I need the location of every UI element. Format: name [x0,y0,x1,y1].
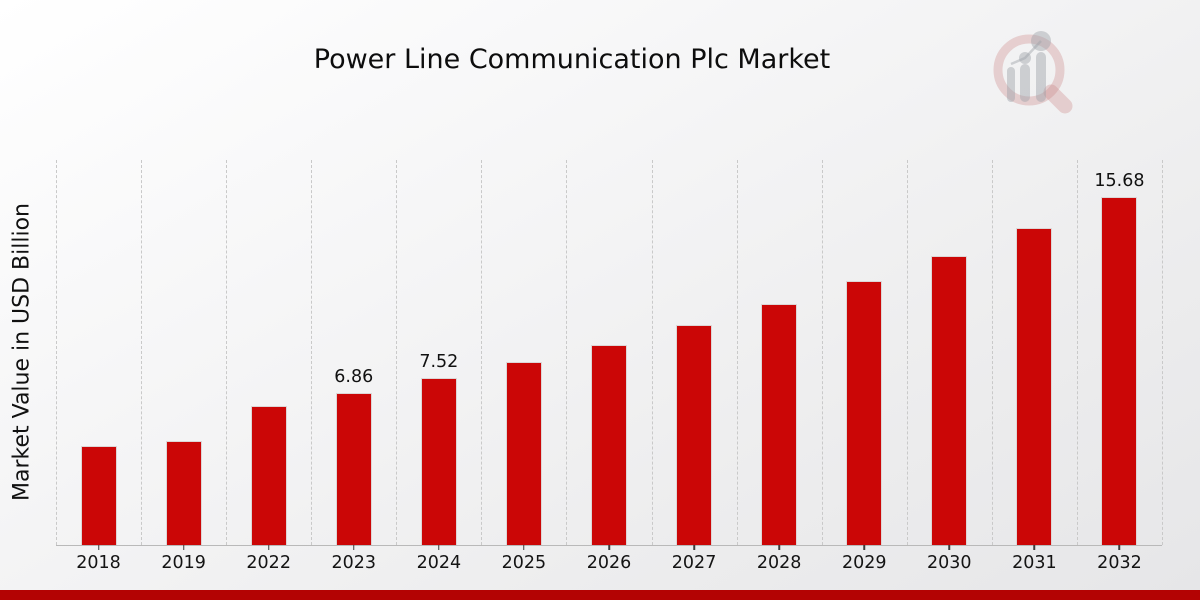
bar-2032 [1101,197,1138,545]
vertical-gridline [1162,160,1163,545]
bar-2019 [165,441,202,545]
category-slot [566,160,651,545]
bar-2028 [761,304,798,545]
vertical-gridline [991,160,993,545]
x-tick-label: 2023 [331,553,377,573]
x-tick-label: 2026 [586,553,632,573]
bar-2025 [505,362,542,545]
vertical-gridline [651,160,653,545]
vertical-gridline [821,160,823,545]
category-slot [822,160,907,545]
x-axis-tick [608,545,610,550]
x-tick-label: 2019 [161,553,206,573]
x-axis-tick [97,545,100,550]
category-slot [652,160,737,545]
category-slot [992,160,1077,545]
plot-area: 2018 2019 2022 2023 6.86 2024 7.52 2025 2026 2027… [56,160,1163,573]
category-slot [56,160,141,545]
x-tick-label: 2024 [416,553,462,573]
x-axis-tick [778,545,780,550]
x-axis-tick [267,545,270,550]
bar-2029 [846,280,883,545]
category-slot [737,160,822,545]
bar-value-label: 7.52 [419,352,459,373]
vertical-gridline [566,160,568,545]
chart-title: Power Line Communication Plc Market [313,44,831,75]
vertical-gridline [481,160,483,545]
vertical-gridline [1076,160,1078,545]
vertical-gridline [56,160,57,545]
bar-2026 [590,344,627,545]
vertical-gridline [141,160,143,545]
category-slot [141,160,226,545]
x-axis-tick [693,545,695,550]
x-axis-tick [863,545,865,550]
vertical-gridline [311,160,313,545]
x-tick-label: 2032 [1097,553,1142,573]
bar-2023 [335,392,372,545]
x-axis-tick [182,545,185,550]
x-tick-label: 2030 [927,553,972,573]
x-tick-label: 2022 [246,553,291,573]
bar-2030 [931,255,968,545]
category-slot: 15.68 [1077,160,1162,545]
x-axis-tick [948,545,951,550]
vertical-gridline [736,160,738,545]
vertical-gridline [906,160,908,545]
bar-2018 [80,446,117,545]
bar-value-label: 15.68 [1094,171,1145,192]
x-axis-tick [353,545,355,550]
vertical-gridline [396,160,398,545]
bar-2024 [420,378,457,545]
magnifier-bar-chart-logo-icon [993,31,1073,114]
x-tick-label: 2027 [671,553,717,573]
category-slot [226,160,311,545]
x-axis-tick [1118,545,1121,550]
bar-2031 [1016,227,1053,545]
x-tick-label: 2031 [1012,553,1057,573]
bar-value-label: 6.86 [334,366,374,387]
x-tick-label: 2029 [841,553,887,573]
y-axis-label: Market Value in USD Billion [9,202,35,502]
bar-2027 [676,325,713,545]
category-slot: 7.52 [396,160,481,545]
bar-2022 [250,406,287,545]
category-slot [907,160,992,545]
x-tick-label: 2018 [76,553,121,573]
x-axis-tick [438,545,440,550]
x-tick-label: 2025 [501,553,547,573]
x-tick-label: 2028 [756,553,802,573]
x-axis-tick [523,545,525,550]
category-slot: 6.86 [311,160,396,545]
footer-accent-bar [0,590,1200,600]
vertical-gridline [226,160,228,545]
x-axis-tick [1033,545,1036,550]
category-slot [481,160,566,545]
